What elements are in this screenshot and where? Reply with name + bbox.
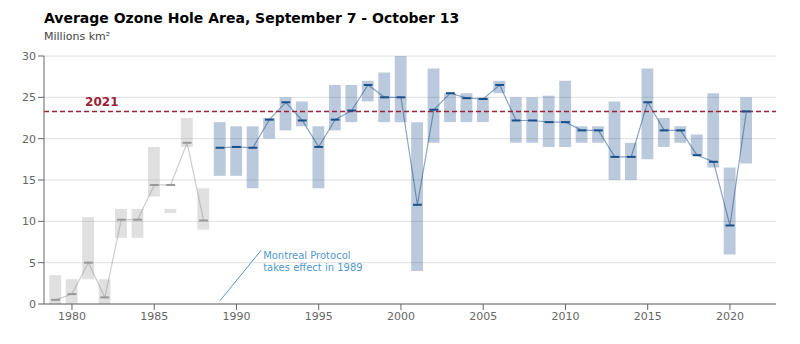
svg-text:0: 0: [29, 298, 36, 311]
svg-text:5: 5: [29, 257, 36, 270]
svg-text:2000: 2000: [387, 310, 415, 323]
html-text:Millions km²: Millions km²: [44, 30, 111, 43]
svg-text:2005: 2005: [469, 310, 497, 323]
svg-text:15: 15: [22, 174, 36, 187]
svg-text:Montreal Protocoltakes effect: Montreal Protocoltakes effect in 1989: [263, 250, 363, 273]
svg-text:1995: 1995: [305, 310, 333, 323]
svg-text:30: 30: [22, 50, 36, 63]
svg-text:20: 20: [22, 133, 36, 146]
svg-text:10: 10: [22, 215, 36, 228]
svg-text:1985: 1985: [140, 310, 168, 323]
svg-text:2020: 2020: [716, 310, 744, 323]
svg-text:1990: 1990: [222, 310, 250, 323]
svg-text:2021: 2021: [85, 95, 118, 109]
svg-text:2010: 2010: [551, 310, 579, 323]
svg-text:2015: 2015: [634, 310, 662, 323]
html-text:Average Ozone Hole Area, Septe: Average Ozone Hole Area, September 7 - O…: [44, 10, 460, 26]
svg-text:25: 25: [22, 91, 36, 104]
svg-text:1980: 1980: [58, 310, 86, 323]
